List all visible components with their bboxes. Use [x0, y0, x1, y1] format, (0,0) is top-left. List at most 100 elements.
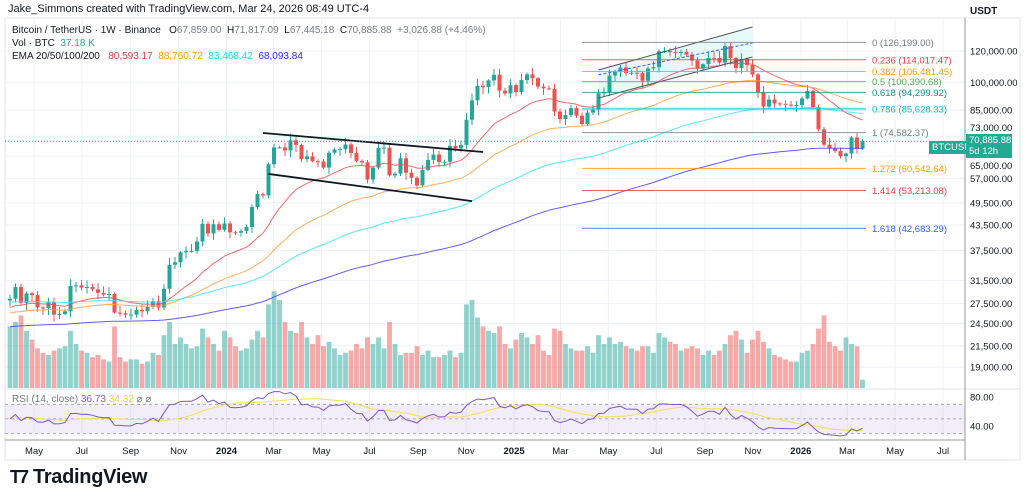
ema-label[interactable]: EMA 20/50/100/200 — [12, 51, 100, 62]
candle[interactable] — [140, 304, 144, 318]
candle[interactable] — [283, 142, 287, 157]
pennant-lower-trendline[interactable] — [268, 173, 473, 203]
symbol-title[interactable]: Bitcoin / TetherUS · 1W · Binance — [12, 25, 161, 36]
candle[interactable] — [618, 64, 623, 77]
candle[interactable] — [332, 147, 337, 155]
candle[interactable] — [85, 280, 89, 294]
candle[interactable] — [679, 49, 683, 57]
candle[interactable] — [123, 310, 128, 318]
candle[interactable] — [184, 246, 188, 259]
candle[interactable] — [635, 66, 639, 79]
candle[interactable] — [492, 68, 496, 86]
hide-icon[interactable]: ⌀ — [136, 394, 143, 405]
candle[interactable] — [13, 283, 18, 303]
candle[interactable] — [112, 292, 117, 314]
candle[interactable] — [360, 159, 364, 166]
candle[interactable] — [151, 297, 155, 309]
candle[interactable] — [189, 244, 194, 253]
candle[interactable] — [409, 168, 414, 184]
candle[interactable] — [68, 279, 73, 318]
candle[interactable] — [596, 89, 601, 116]
candle[interactable] — [365, 160, 370, 184]
candle[interactable] — [519, 73, 524, 96]
candle[interactable] — [794, 100, 799, 112]
candle[interactable] — [129, 308, 133, 320]
candle[interactable] — [145, 300, 150, 315]
candle[interactable] — [206, 221, 210, 237]
tradingview-logo[interactable]: T7 TradingView — [10, 466, 147, 489]
candle[interactable] — [299, 143, 304, 163]
candle[interactable] — [162, 284, 166, 311]
candle[interactable] — [46, 297, 51, 316]
candle[interactable] — [272, 143, 276, 169]
candle[interactable] — [827, 137, 832, 154]
candle[interactable] — [338, 147, 342, 156]
candle[interactable] — [387, 144, 392, 177]
candle[interactable] — [118, 305, 122, 317]
candle[interactable] — [569, 104, 573, 118]
candle[interactable] — [629, 69, 634, 75]
candle[interactable] — [371, 166, 375, 184]
candle[interactable] — [574, 106, 579, 119]
candle[interactable] — [464, 113, 469, 149]
channel-upper-trendline[interactable] — [598, 26, 753, 71]
candle[interactable] — [321, 158, 326, 170]
channel-lower-trendline[interactable] — [598, 56, 753, 99]
candle[interactable] — [558, 108, 562, 124]
candle[interactable] — [239, 229, 243, 237]
candle[interactable] — [690, 51, 694, 66]
candle[interactable] — [844, 152, 848, 163]
candle[interactable] — [310, 152, 315, 163]
candle[interactable] — [525, 72, 529, 85]
candle[interactable] — [448, 139, 452, 168]
candle[interactable] — [860, 139, 865, 150]
candle[interactable] — [90, 283, 95, 292]
candle[interactable] — [783, 100, 788, 112]
candle[interactable] — [640, 71, 645, 88]
candle[interactable] — [712, 51, 716, 63]
candle[interactable] — [833, 142, 837, 153]
candle[interactable] — [486, 79, 491, 94]
candle[interactable] — [415, 176, 419, 189]
candle[interactable] — [24, 291, 29, 311]
candle[interactable] — [497, 68, 502, 98]
candle[interactable] — [288, 133, 293, 158]
candle[interactable] — [96, 282, 100, 300]
candle[interactable] — [217, 221, 221, 232]
candle[interactable] — [233, 230, 238, 235]
candle[interactable] — [200, 219, 205, 247]
candle[interactable] — [57, 307, 62, 320]
candle[interactable] — [305, 149, 309, 163]
volume-label[interactable]: Vol · BTC — [12, 38, 55, 49]
candle[interactable] — [173, 256, 177, 269]
candle[interactable] — [437, 150, 441, 167]
candle[interactable] — [195, 236, 199, 254]
rsi-label[interactable]: RSI (14, close) — [12, 394, 79, 405]
candle[interactable] — [250, 204, 254, 233]
candle[interactable] — [789, 100, 793, 108]
candle[interactable] — [580, 112, 584, 126]
candle[interactable] — [228, 220, 232, 239]
candle[interactable] — [684, 49, 689, 57]
candle[interactable] — [211, 219, 216, 240]
candle[interactable] — [811, 89, 815, 109]
candle[interactable] — [101, 286, 106, 297]
candle[interactable] — [156, 295, 161, 311]
candle[interactable] — [8, 294, 12, 307]
candle[interactable] — [822, 127, 826, 147]
candle[interactable] — [514, 83, 518, 97]
candle[interactable] — [178, 251, 183, 268]
candle[interactable] — [651, 61, 656, 71]
candle[interactable] — [772, 94, 777, 108]
time-axis[interactable]: May Jul Sep Nov 2024 Mar May Jul Sep Nov 2025 Mar Ma… — [25, 446, 949, 457]
candle[interactable] — [728, 43, 733, 65]
candle[interactable] — [404, 153, 408, 180]
candle[interactable] — [778, 102, 782, 107]
candle[interactable] — [266, 162, 271, 199]
candle[interactable] — [536, 77, 540, 89]
candle[interactable] — [767, 95, 771, 109]
price-axis[interactable]: 120,000.00 100,000.00 85,000.00 73,000.00 65… — [970, 47, 1018, 374]
candle[interactable] — [349, 142, 353, 159]
candle[interactable] — [74, 282, 78, 293]
